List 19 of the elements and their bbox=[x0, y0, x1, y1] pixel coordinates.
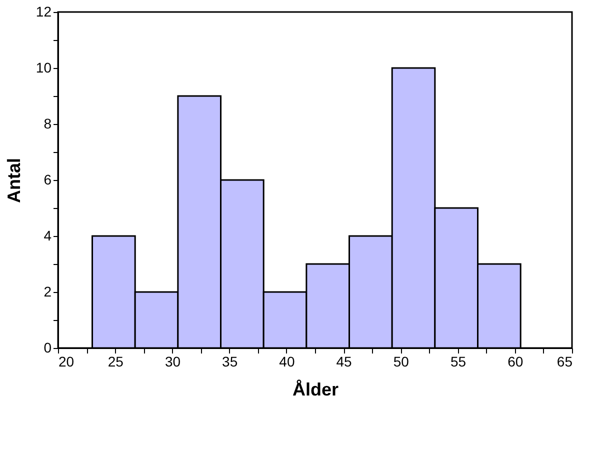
y-tick-label: 0 bbox=[44, 340, 52, 356]
x-tick-label: 25 bbox=[108, 354, 124, 370]
y-tick-label: 8 bbox=[44, 116, 52, 132]
x-tick-label: 30 bbox=[164, 354, 181, 370]
x-tick-label: 65 bbox=[556, 354, 573, 370]
y-axis-title: Antal bbox=[4, 158, 24, 203]
y-tick-label: 6 bbox=[44, 172, 52, 188]
x-tick-label: 60 bbox=[508, 354, 524, 370]
x-tick-label: 35 bbox=[222, 354, 238, 370]
y-tick-label: 12 bbox=[36, 4, 52, 20]
y-tick-label: 2 bbox=[44, 284, 52, 300]
y-tick-label: 10 bbox=[36, 60, 52, 76]
x-tick-label: 55 bbox=[450, 354, 466, 370]
x-tick-label: 40 bbox=[279, 354, 295, 370]
x-tick-label: 50 bbox=[393, 354, 410, 370]
x-tick-label: 45 bbox=[336, 354, 352, 370]
y-tick-label: 4 bbox=[44, 228, 52, 244]
x-tick-label: 20 bbox=[58, 354, 74, 370]
x-axis-title: Ålder bbox=[292, 380, 339, 400]
